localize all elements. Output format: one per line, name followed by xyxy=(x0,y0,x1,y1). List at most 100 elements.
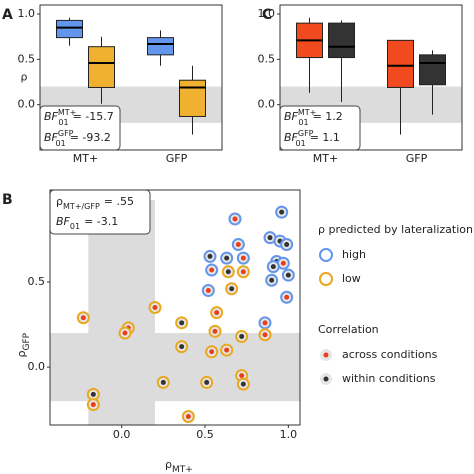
value-text: = -3.1 xyxy=(84,215,118,228)
annotation: BF01 = -3.1 xyxy=(56,215,118,231)
y-axis-label-sub: GFP xyxy=(22,332,32,350)
point-dot xyxy=(240,381,246,387)
value-text: = 1.1 xyxy=(310,131,340,144)
value-text: = .55 xyxy=(104,195,134,208)
point-dot xyxy=(80,315,86,321)
x-tick-label: MT+ xyxy=(313,152,338,165)
annotation: BFMT+ 01 = 1.2 xyxy=(284,108,343,127)
legend-title: ρ predicted by lateralization xyxy=(318,223,473,236)
panel-label: B xyxy=(2,192,13,208)
sub: 01 xyxy=(56,139,66,148)
sup: MT+ xyxy=(58,108,77,117)
y-axis-label: ρ xyxy=(21,71,28,84)
point-dot xyxy=(185,413,191,419)
plot-frame xyxy=(39,4,223,151)
x-axis-label: ρMT+ xyxy=(165,458,193,474)
point-dot xyxy=(122,330,128,336)
plot-frame xyxy=(49,189,301,426)
annotation: BFGFP 01 = -93.2 xyxy=(44,129,111,148)
sub: 01 xyxy=(296,139,306,148)
legend-label: across conditions xyxy=(342,348,438,361)
point-dot xyxy=(262,320,268,326)
x-tick-label: 1.0 xyxy=(280,428,298,441)
x-tick-label: GFP xyxy=(406,152,428,165)
y-axis-label: ρGFP xyxy=(15,332,32,357)
x-tick-label: 0.0 xyxy=(113,428,131,441)
legend-ring xyxy=(319,248,333,262)
point-dot xyxy=(204,379,210,385)
point-dot xyxy=(240,269,246,275)
point-dot xyxy=(279,209,285,215)
legend-label: within conditions xyxy=(342,372,436,385)
point-dot xyxy=(205,287,211,293)
point-dot xyxy=(160,379,166,385)
legend-label: high xyxy=(342,248,366,261)
point-dot xyxy=(232,216,238,222)
y-tick-label: 1.0 xyxy=(18,7,36,20)
point-dot xyxy=(212,328,218,334)
y-tick-label: 0.0 xyxy=(258,98,276,111)
point-dot xyxy=(239,333,245,339)
point-dot xyxy=(229,286,235,292)
stem: BF xyxy=(44,110,59,123)
x-axis-label-sub: MT+ xyxy=(172,465,193,474)
point-dot xyxy=(269,277,275,283)
point-dot xyxy=(270,264,276,270)
point-dot xyxy=(209,267,215,273)
x-tick-label: GFP xyxy=(166,152,188,165)
y-tick-label: 0.5 xyxy=(28,275,46,288)
point-dot xyxy=(262,332,268,338)
plot-frame xyxy=(279,4,463,151)
x-tick-label: MT+ xyxy=(73,152,98,165)
sub: 01 xyxy=(298,118,308,127)
box xyxy=(147,37,174,56)
box xyxy=(56,19,83,39)
point-dot xyxy=(224,255,230,261)
value-text: = -15.7 xyxy=(73,110,114,123)
legend-label: low xyxy=(342,272,361,285)
point-dot xyxy=(90,402,96,408)
y-tick-label: 0.5 xyxy=(258,52,276,65)
point-dot xyxy=(179,320,185,326)
point-dot xyxy=(207,253,213,259)
value-text: = -93.2 xyxy=(70,131,111,144)
point-dot xyxy=(284,241,290,247)
null-band-y xyxy=(50,333,300,402)
sub: 01 xyxy=(70,222,80,231)
panel-label: A xyxy=(2,7,13,23)
x-tick-label: 0.5 xyxy=(196,428,214,441)
panel-label: C xyxy=(262,7,272,23)
legend-dot xyxy=(323,352,329,358)
stem: ρ xyxy=(56,195,63,208)
point-dot xyxy=(225,269,231,275)
annotation: BFMT+ 01 = -15.7 xyxy=(44,108,114,127)
box xyxy=(88,46,115,88)
stem: BF xyxy=(284,110,299,123)
y-tick-label: 1.0 xyxy=(258,7,276,20)
null-band-x xyxy=(88,200,155,425)
point-dot xyxy=(284,294,290,300)
annotation: BFGFP 01 = 1.1 xyxy=(284,129,340,148)
legend-dot xyxy=(323,376,329,382)
y-tick-label: 0.0 xyxy=(18,98,36,111)
legend-title: Correlation xyxy=(318,323,379,336)
x-axis-label-main: ρ xyxy=(165,458,172,471)
box xyxy=(179,79,206,117)
stem: BF xyxy=(284,131,299,144)
box xyxy=(387,39,414,88)
point-dot xyxy=(285,272,291,278)
sup: MT+ xyxy=(298,108,317,117)
point-dot xyxy=(235,241,241,247)
box xyxy=(419,54,446,86)
point-dot xyxy=(240,255,246,261)
point-dot xyxy=(239,373,245,379)
value-text: = 1.2 xyxy=(313,110,343,123)
y-tick-label: 0.0 xyxy=(28,360,46,373)
sub: MT+/GFP xyxy=(63,202,100,211)
sup: GFP xyxy=(58,129,74,138)
y-axis-label-main: ρ xyxy=(15,351,28,358)
point-dot xyxy=(152,305,158,310)
sup: GFP xyxy=(298,129,314,138)
point-dot xyxy=(209,349,215,355)
point-dot xyxy=(214,310,220,316)
